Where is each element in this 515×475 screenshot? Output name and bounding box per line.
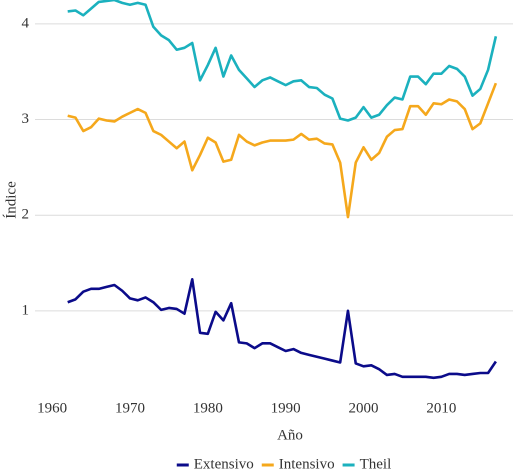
x-tick-label: 1960 bbox=[37, 400, 67, 416]
legend-item: Extensivo bbox=[176, 456, 254, 472]
series-line bbox=[67, 82, 498, 219]
legend-label: Extensivo bbox=[194, 456, 254, 472]
legend-label: Intensivo bbox=[279, 456, 335, 472]
y-axis-title: Índice bbox=[2, 181, 19, 219]
series-line bbox=[67, 277, 497, 380]
y-tick-label: 2 bbox=[22, 207, 30, 223]
x-tick-label: 1990 bbox=[271, 400, 301, 416]
legend-label: Theil bbox=[360, 456, 392, 472]
x-tick-label: 1970 bbox=[115, 400, 145, 416]
series-line bbox=[67, 0, 498, 122]
x-axis-title: Año bbox=[277, 427, 303, 443]
legend-item: Theil bbox=[342, 456, 392, 472]
y-tick-label: 3 bbox=[22, 111, 30, 127]
x-tick-label: 2000 bbox=[349, 400, 379, 416]
y-tick-label: 1 bbox=[22, 302, 30, 318]
y-tick-label: 4 bbox=[22, 15, 30, 31]
x-tick-label: 2010 bbox=[426, 400, 456, 416]
x-tick-label: 1980 bbox=[193, 400, 223, 416]
legend-item: Intensivo bbox=[261, 456, 335, 472]
